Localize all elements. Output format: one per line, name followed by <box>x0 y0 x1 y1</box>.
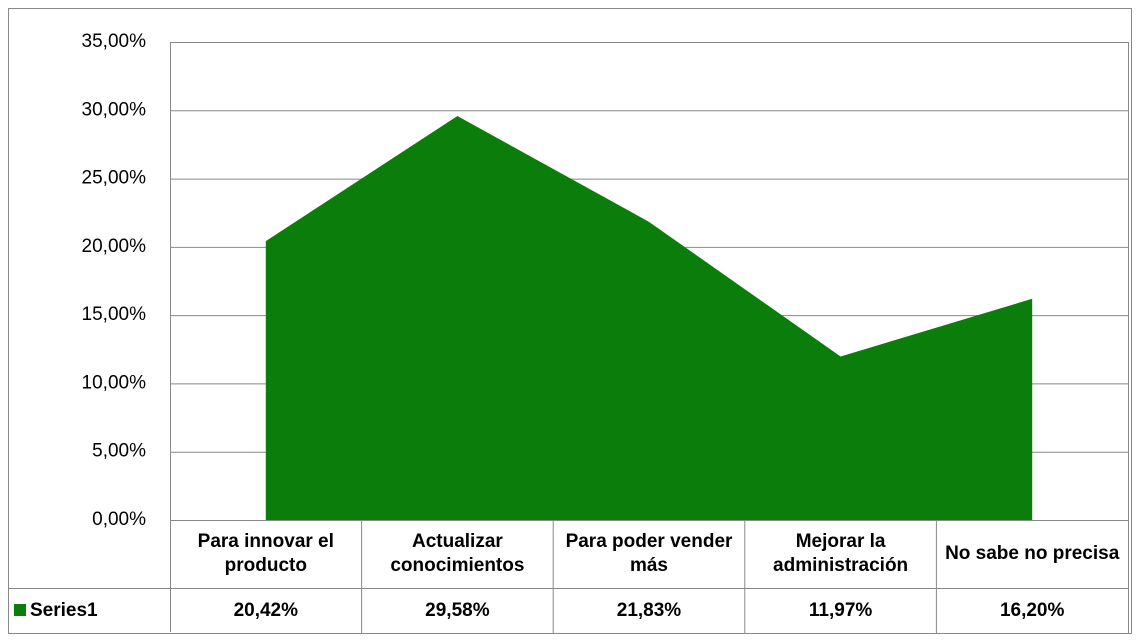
category-label: Actualizar conocimientos <box>390 531 525 576</box>
data-label: 20,42% <box>233 599 299 621</box>
y-tick-label: 0,00% <box>92 509 146 530</box>
y-tick-label: 35,00% <box>82 31 147 52</box>
y-tick-label: 20,00% <box>82 236 147 257</box>
area <box>265 116 1033 520</box>
category-label: Para innovar el producto <box>197 531 334 576</box>
y-tick-label: 15,00% <box>82 304 147 325</box>
data-label: 11,97% <box>808 599 873 621</box>
category-label: Para poder vender más <box>565 531 733 576</box>
category-label: No sabe no precisa <box>945 543 1120 564</box>
data-label: 29,58% <box>425 599 490 621</box>
chart-border <box>8 8 1132 634</box>
data-label: 21,83% <box>616 599 682 621</box>
y-tick-label: 30,00% <box>82 99 147 120</box>
legend-key <box>14 604 26 616</box>
legend-label: Series1 <box>30 599 98 621</box>
y-tick-label: 25,00% <box>82 168 147 189</box>
y-tick-label: 10,00% <box>82 372 147 393</box>
data-label: 16,20% <box>999 599 1065 621</box>
category-label: Mejorar la administración <box>773 531 909 576</box>
y-tick-label: 5,00% <box>92 441 146 462</box>
